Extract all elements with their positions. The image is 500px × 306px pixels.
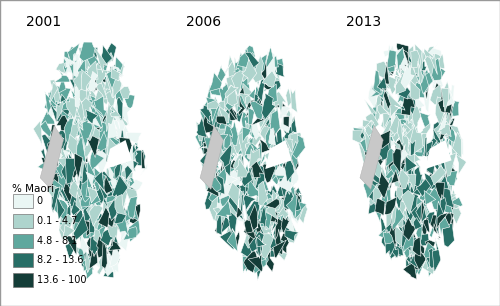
Bar (12, 273, 33, 287)
Text: 13.6 - 100: 13.6 - 100 (37, 275, 86, 285)
Bar (12, 233, 33, 248)
Bar (12, 214, 33, 228)
Bar (12, 194, 33, 208)
Polygon shape (200, 125, 224, 189)
Text: % Maori: % Maori (12, 184, 54, 194)
Polygon shape (266, 140, 291, 169)
Polygon shape (425, 140, 452, 169)
Text: 4.8 - 8.1: 4.8 - 8.1 (37, 236, 77, 246)
Text: 0: 0 (37, 196, 43, 206)
Polygon shape (360, 125, 383, 189)
Text: 2001: 2001 (26, 15, 62, 29)
Polygon shape (40, 125, 64, 189)
Text: 8.2 - 13.6: 8.2 - 13.6 (37, 255, 84, 265)
Text: 2013: 2013 (346, 15, 381, 29)
Polygon shape (106, 140, 132, 169)
Text: 0.1 - 4.7: 0.1 - 4.7 (37, 216, 77, 226)
Text: 2006: 2006 (186, 15, 221, 29)
Bar (12, 253, 33, 267)
